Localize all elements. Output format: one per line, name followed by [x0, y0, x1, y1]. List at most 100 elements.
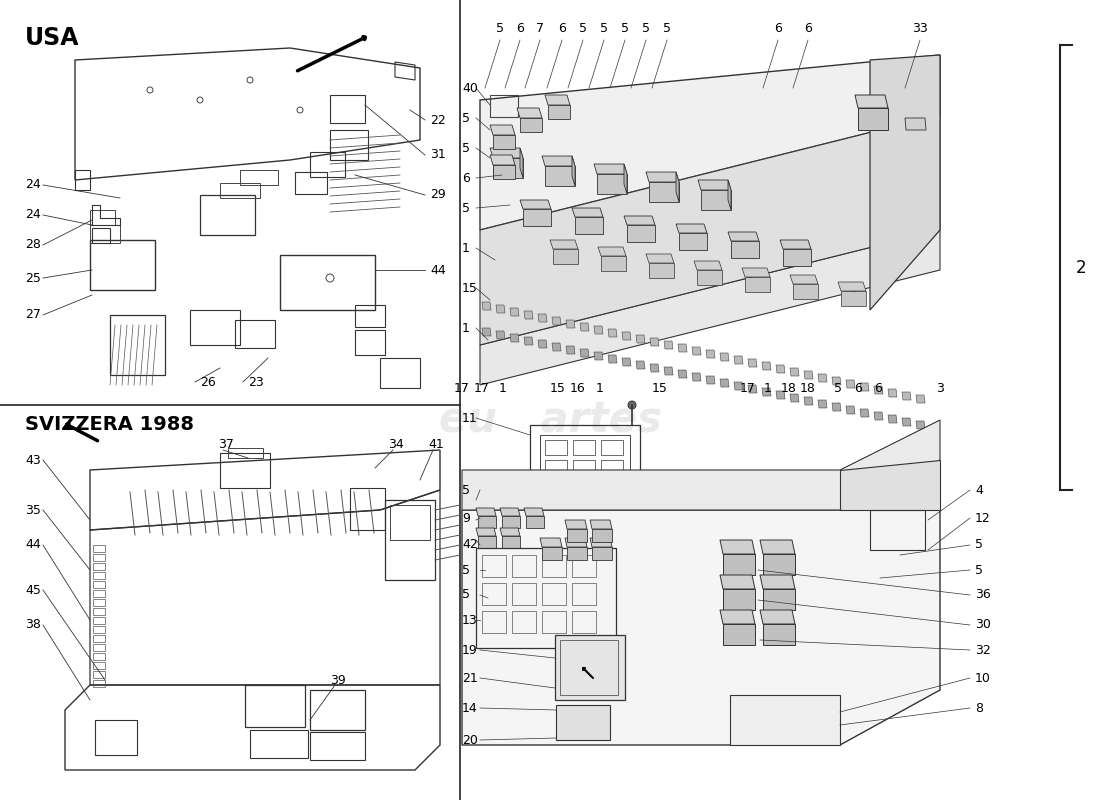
Bar — [295, 172, 327, 194]
Polygon shape — [621, 332, 631, 340]
Text: 25: 25 — [25, 271, 41, 285]
Bar — [542, 555, 566, 577]
Polygon shape — [646, 254, 674, 263]
Polygon shape — [818, 400, 827, 408]
Bar — [572, 555, 596, 577]
Bar — [350, 488, 385, 530]
Text: 23: 23 — [248, 375, 264, 389]
Polygon shape — [840, 460, 940, 510]
Bar — [310, 152, 345, 177]
Polygon shape — [888, 415, 896, 423]
Polygon shape — [776, 391, 785, 399]
Polygon shape — [832, 377, 842, 385]
Text: eu   artes: eu artes — [439, 399, 661, 441]
Polygon shape — [697, 270, 722, 285]
Polygon shape — [553, 249, 578, 264]
Bar — [330, 130, 369, 160]
Bar — [355, 330, 385, 355]
Text: 2: 2 — [1076, 259, 1087, 277]
Polygon shape — [732, 241, 759, 258]
Polygon shape — [624, 164, 627, 194]
Text: 6: 6 — [774, 22, 782, 34]
Bar — [540, 435, 630, 485]
Polygon shape — [790, 275, 818, 284]
Polygon shape — [624, 216, 654, 225]
Polygon shape — [598, 247, 626, 256]
Text: 14: 14 — [462, 702, 477, 714]
Bar — [94, 545, 104, 552]
Bar — [476, 548, 616, 648]
Bar — [190, 310, 240, 345]
Polygon shape — [804, 371, 813, 379]
Polygon shape — [490, 125, 515, 135]
Text: 39: 39 — [330, 674, 345, 686]
Polygon shape — [510, 334, 519, 342]
Bar — [310, 690, 365, 730]
Bar — [482, 583, 506, 605]
Text: 37: 37 — [218, 438, 234, 451]
Bar — [94, 671, 104, 678]
Bar — [542, 611, 566, 633]
Text: 15: 15 — [652, 382, 668, 394]
Bar — [573, 440, 595, 455]
Polygon shape — [760, 540, 795, 554]
Text: 28: 28 — [25, 238, 41, 251]
Polygon shape — [676, 224, 707, 233]
Polygon shape — [476, 528, 496, 536]
Bar — [90, 240, 155, 290]
Text: 6: 6 — [804, 22, 812, 34]
Polygon shape — [520, 148, 522, 178]
Polygon shape — [590, 520, 612, 529]
Polygon shape — [580, 349, 588, 357]
Polygon shape — [556, 705, 610, 740]
Polygon shape — [692, 373, 701, 381]
Polygon shape — [510, 308, 519, 316]
Text: 19: 19 — [462, 643, 477, 657]
Polygon shape — [701, 190, 732, 210]
Polygon shape — [742, 268, 770, 277]
Text: USA: USA — [25, 26, 79, 50]
Polygon shape — [524, 337, 534, 345]
Polygon shape — [526, 516, 544, 528]
Bar — [601, 440, 623, 455]
Polygon shape — [493, 165, 515, 179]
Text: 22: 22 — [430, 114, 446, 126]
Polygon shape — [916, 421, 925, 429]
Polygon shape — [594, 164, 627, 174]
Polygon shape — [550, 240, 578, 249]
Polygon shape — [734, 356, 742, 364]
Bar — [310, 732, 365, 760]
Text: 18: 18 — [781, 382, 796, 394]
Polygon shape — [566, 547, 587, 560]
Polygon shape — [522, 209, 551, 226]
Text: 5: 5 — [579, 22, 587, 34]
Text: 8: 8 — [975, 702, 983, 714]
Polygon shape — [730, 695, 840, 745]
Polygon shape — [916, 395, 925, 403]
Text: 1: 1 — [462, 242, 470, 254]
Polygon shape — [500, 508, 520, 516]
Bar — [200, 195, 255, 235]
Polygon shape — [870, 55, 940, 310]
Text: 5: 5 — [496, 22, 504, 34]
Polygon shape — [490, 148, 522, 158]
Bar — [330, 95, 365, 123]
Text: 5: 5 — [462, 111, 470, 125]
Bar — [90, 225, 120, 243]
Text: 5: 5 — [462, 202, 470, 214]
Text: 42: 42 — [462, 538, 477, 551]
Text: 5: 5 — [975, 563, 983, 577]
Bar — [95, 720, 138, 755]
Polygon shape — [678, 344, 688, 352]
Polygon shape — [763, 624, 795, 645]
Polygon shape — [482, 328, 491, 336]
Polygon shape — [544, 166, 575, 186]
Bar — [94, 599, 104, 606]
Text: 6: 6 — [462, 171, 470, 185]
Polygon shape — [860, 409, 869, 417]
Polygon shape — [601, 256, 626, 271]
Polygon shape — [676, 172, 679, 202]
Bar — [94, 635, 104, 642]
Text: 26: 26 — [200, 375, 216, 389]
Text: 33: 33 — [912, 22, 928, 34]
